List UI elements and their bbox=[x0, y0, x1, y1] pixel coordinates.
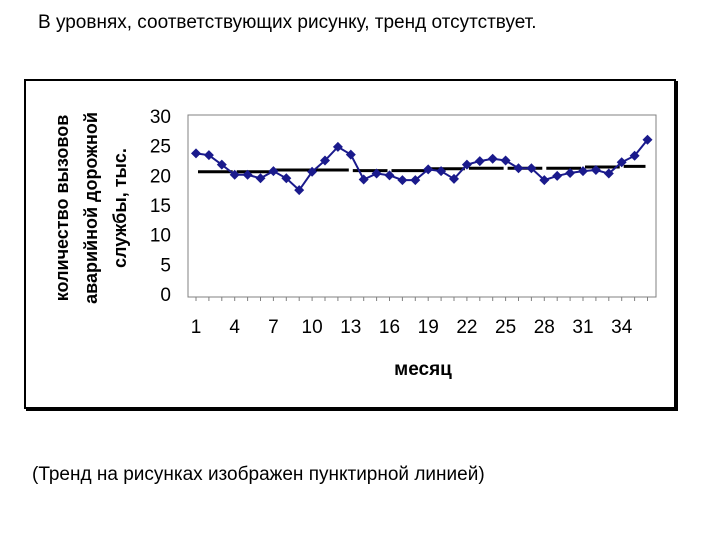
caption: (Тренд на рисунках изображен пунктирной … bbox=[32, 464, 485, 485]
data-point bbox=[616, 157, 627, 168]
data-point bbox=[590, 164, 601, 175]
data-point bbox=[397, 175, 408, 186]
x-tick-label: 19 bbox=[418, 317, 439, 338]
data-point bbox=[268, 166, 279, 177]
y-tick-label: 10 bbox=[150, 226, 171, 247]
data-point bbox=[603, 168, 614, 179]
data-point bbox=[255, 173, 266, 184]
data-point bbox=[229, 169, 240, 180]
data-point bbox=[410, 175, 421, 186]
data-point bbox=[371, 168, 382, 179]
y-axis-label: количество вызовов аварийной дорожной служ… bbox=[52, 112, 130, 304]
y-axis-label-line: количество вызовов bbox=[52, 115, 72, 302]
x-axis-label: месяц bbox=[394, 359, 452, 380]
data-point bbox=[345, 149, 356, 160]
series-markers bbox=[191, 134, 653, 196]
data-point bbox=[642, 134, 653, 145]
chart-frame bbox=[24, 79, 676, 409]
x-tick-label: 10 bbox=[302, 317, 323, 338]
data-point bbox=[294, 185, 305, 196]
data-point bbox=[307, 166, 318, 177]
heading: В уровнях, соответствующих рисунку, трен… bbox=[38, 12, 537, 33]
data-point bbox=[423, 164, 434, 175]
data-point bbox=[578, 166, 588, 177]
data-point bbox=[358, 174, 369, 185]
y-tick-label: 20 bbox=[150, 166, 171, 187]
data-point bbox=[539, 175, 550, 186]
data-point bbox=[203, 150, 214, 161]
y-axis-label-line: службы, тыс. bbox=[110, 148, 130, 268]
y-tick-label: 0 bbox=[160, 285, 171, 306]
data-point bbox=[500, 155, 511, 166]
y-tick-label: 5 bbox=[160, 255, 171, 276]
data-point bbox=[216, 159, 227, 170]
data-point bbox=[436, 166, 447, 177]
y-tick-label: 15 bbox=[150, 196, 171, 217]
y-axis-label-line: аварийной дорожной bbox=[81, 112, 101, 304]
data-point bbox=[474, 156, 485, 167]
data-point bbox=[552, 170, 563, 181]
y-tick-label: 25 bbox=[150, 137, 171, 158]
data-point bbox=[384, 170, 395, 181]
data-point bbox=[332, 141, 343, 152]
x-tick-label: 31 bbox=[572, 317, 593, 338]
data-point bbox=[242, 169, 253, 180]
x-tick-label: 22 bbox=[456, 317, 477, 338]
data-point bbox=[565, 167, 576, 178]
x-axis: 1 4 7 10 13 16 19 22 25 28 31 34 bbox=[191, 297, 648, 338]
series-line bbox=[195, 139, 649, 192]
data-point bbox=[320, 155, 330, 166]
x-tick-label: 13 bbox=[340, 317, 361, 338]
data-point bbox=[526, 163, 537, 174]
x-tick-label: 28 bbox=[534, 317, 555, 338]
data-point bbox=[487, 153, 498, 164]
data-point bbox=[629, 150, 640, 161]
x-tick-label: 25 bbox=[495, 317, 516, 338]
y-axis: 0 5 10 15 20 25 30 bbox=[150, 107, 171, 306]
data-point bbox=[191, 148, 201, 159]
x-tick-label: 4 bbox=[229, 317, 240, 338]
data-point bbox=[449, 173, 459, 184]
x-tick-label: 34 bbox=[611, 317, 633, 338]
data-point bbox=[281, 173, 292, 184]
data-point bbox=[461, 159, 472, 170]
y-tick-label: 30 bbox=[150, 107, 171, 128]
plot-area bbox=[187, 114, 657, 298]
x-tick-label: 7 bbox=[268, 317, 279, 338]
x-tick-label: 1 bbox=[191, 317, 202, 338]
data-point bbox=[513, 163, 524, 174]
x-tick-label: 16 bbox=[379, 317, 400, 338]
